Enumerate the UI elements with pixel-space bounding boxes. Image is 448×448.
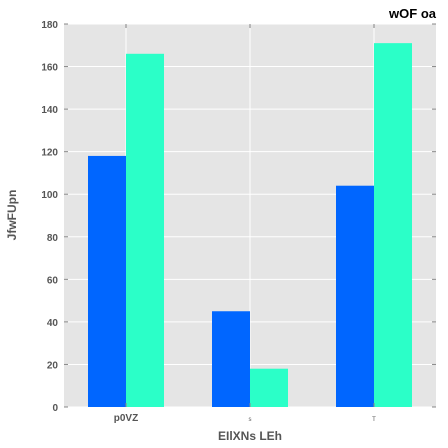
x-tick-label: T <box>372 417 376 423</box>
y-tick-label: 80 <box>47 233 59 244</box>
y-axis-label: JfwFUpn <box>5 190 19 241</box>
y-tick-label: 20 <box>47 360 59 371</box>
chart-title: wOF oa <box>388 6 437 21</box>
y-tick-label: 100 <box>41 190 58 201</box>
y-tick-label: 140 <box>41 105 58 116</box>
y-tick-label: 40 <box>47 318 59 329</box>
bar-series-1-s <box>212 311 250 407</box>
y-tick-label: 0 <box>52 403 58 414</box>
bars <box>88 43 412 408</box>
y-tick-label: 120 <box>41 148 58 159</box>
y-tick-label: 60 <box>47 275 59 286</box>
axis-ticks: 0 20 40 60 80 100 120 140 160 180 p0VZ s T <box>41 20 436 424</box>
x-tick-label: p0VZ <box>114 413 138 424</box>
bar-series-2-T <box>374 43 412 408</box>
x-axis-label: EIlXNs LEh <box>218 429 282 443</box>
bar-series-2-s <box>250 368 288 407</box>
bar-series-2-p0VZ <box>126 53 164 408</box>
y-tick-label: 180 <box>41 20 58 31</box>
bar-series-1-p0VZ <box>88 155 126 407</box>
x-tick-label: s <box>249 417 252 423</box>
y-tick-label: 160 <box>41 63 58 74</box>
bar-series-1-T <box>336 185 374 407</box>
